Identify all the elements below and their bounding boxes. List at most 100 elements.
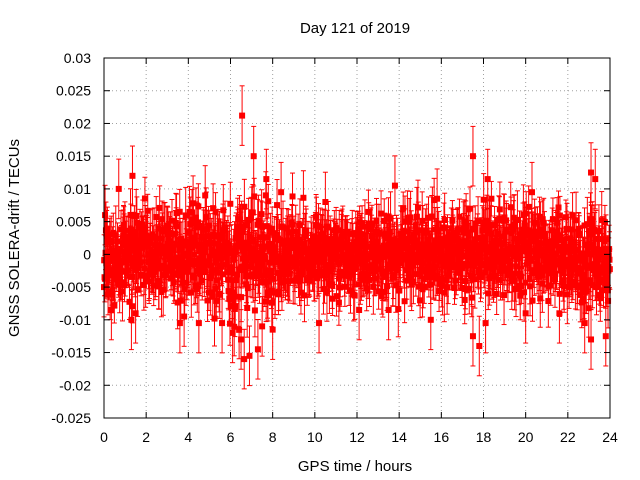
point-marker xyxy=(265,278,272,285)
point-marker xyxy=(280,224,287,231)
point-marker xyxy=(230,291,237,298)
point-marker xyxy=(274,202,281,209)
point-marker xyxy=(103,260,110,267)
point-marker xyxy=(441,217,448,224)
point-marker xyxy=(203,258,210,265)
point-marker xyxy=(206,275,213,282)
point-marker xyxy=(118,248,125,255)
point-marker xyxy=(309,261,316,268)
point-marker xyxy=(220,207,227,214)
point-marker xyxy=(219,235,226,242)
point-marker xyxy=(258,211,265,218)
point-marker xyxy=(187,221,194,228)
point-marker xyxy=(343,229,350,236)
point-marker xyxy=(251,307,258,314)
point-marker xyxy=(360,270,367,277)
point-marker xyxy=(272,289,279,296)
point-marker xyxy=(341,283,348,290)
point-marker xyxy=(243,272,250,279)
point-marker xyxy=(114,238,121,245)
point-marker xyxy=(215,243,222,250)
point-marker xyxy=(168,217,175,224)
point-marker xyxy=(179,241,186,248)
point-marker xyxy=(262,192,269,199)
point-marker xyxy=(236,216,243,223)
point-marker xyxy=(244,285,251,292)
point-marker xyxy=(378,210,385,217)
point-marker xyxy=(173,241,180,248)
point-marker xyxy=(213,297,220,304)
point-marker xyxy=(323,244,330,251)
point-marker xyxy=(314,240,321,247)
point-marker xyxy=(375,288,382,295)
point-marker xyxy=(192,282,199,289)
point-marker xyxy=(336,227,343,234)
point-marker xyxy=(128,243,135,250)
point-marker xyxy=(368,220,375,227)
point-marker xyxy=(263,298,270,305)
point-marker xyxy=(236,266,243,273)
data-point xyxy=(227,181,234,226)
point-marker xyxy=(364,243,371,250)
point-marker xyxy=(436,288,443,295)
point-marker xyxy=(164,264,171,271)
point-marker xyxy=(119,288,126,295)
point-marker xyxy=(150,282,157,289)
point-marker xyxy=(299,269,306,276)
point-marker xyxy=(205,222,212,229)
point-marker xyxy=(370,283,377,290)
point-marker xyxy=(356,247,363,254)
point-marker xyxy=(163,245,170,252)
point-marker xyxy=(271,230,278,237)
point-marker xyxy=(239,228,246,235)
point-marker xyxy=(181,286,188,293)
point-marker xyxy=(269,225,276,232)
point-marker xyxy=(262,268,269,275)
point-marker xyxy=(327,241,334,248)
point-marker xyxy=(155,225,162,232)
point-marker xyxy=(263,272,270,279)
point-marker xyxy=(226,244,233,251)
point-marker xyxy=(210,205,217,212)
point-marker xyxy=(301,292,308,299)
point-marker xyxy=(211,315,218,322)
point-marker xyxy=(242,222,249,229)
point-marker xyxy=(173,210,180,217)
point-marker xyxy=(168,247,175,254)
point-marker xyxy=(231,323,238,330)
point-marker xyxy=(289,193,296,200)
point-marker xyxy=(189,209,196,216)
point-marker xyxy=(250,238,257,245)
point-marker xyxy=(380,242,387,249)
point-marker xyxy=(248,246,255,253)
point-marker xyxy=(209,293,216,300)
point-marker xyxy=(103,225,110,232)
point-marker xyxy=(160,286,167,293)
point-marker xyxy=(178,235,185,242)
point-marker xyxy=(258,261,265,268)
point-marker xyxy=(212,248,219,255)
point-marker xyxy=(158,235,165,242)
point-marker xyxy=(141,195,148,202)
point-marker xyxy=(117,267,124,274)
point-marker xyxy=(105,291,112,298)
point-marker xyxy=(312,244,319,251)
point-marker xyxy=(358,231,365,238)
point-marker xyxy=(329,295,336,302)
point-marker xyxy=(177,297,184,304)
point-marker xyxy=(268,299,275,306)
point-marker xyxy=(182,212,189,219)
point-marker xyxy=(335,259,342,266)
point-marker xyxy=(244,305,251,312)
point-marker xyxy=(206,253,213,260)
point-marker xyxy=(313,237,320,244)
point-marker xyxy=(170,256,177,263)
point-marker xyxy=(144,207,151,214)
point-marker xyxy=(167,230,174,237)
point-marker xyxy=(256,272,263,279)
point-marker xyxy=(256,234,263,241)
point-marker xyxy=(241,203,248,210)
point-marker xyxy=(188,235,195,242)
point-marker xyxy=(265,198,272,205)
